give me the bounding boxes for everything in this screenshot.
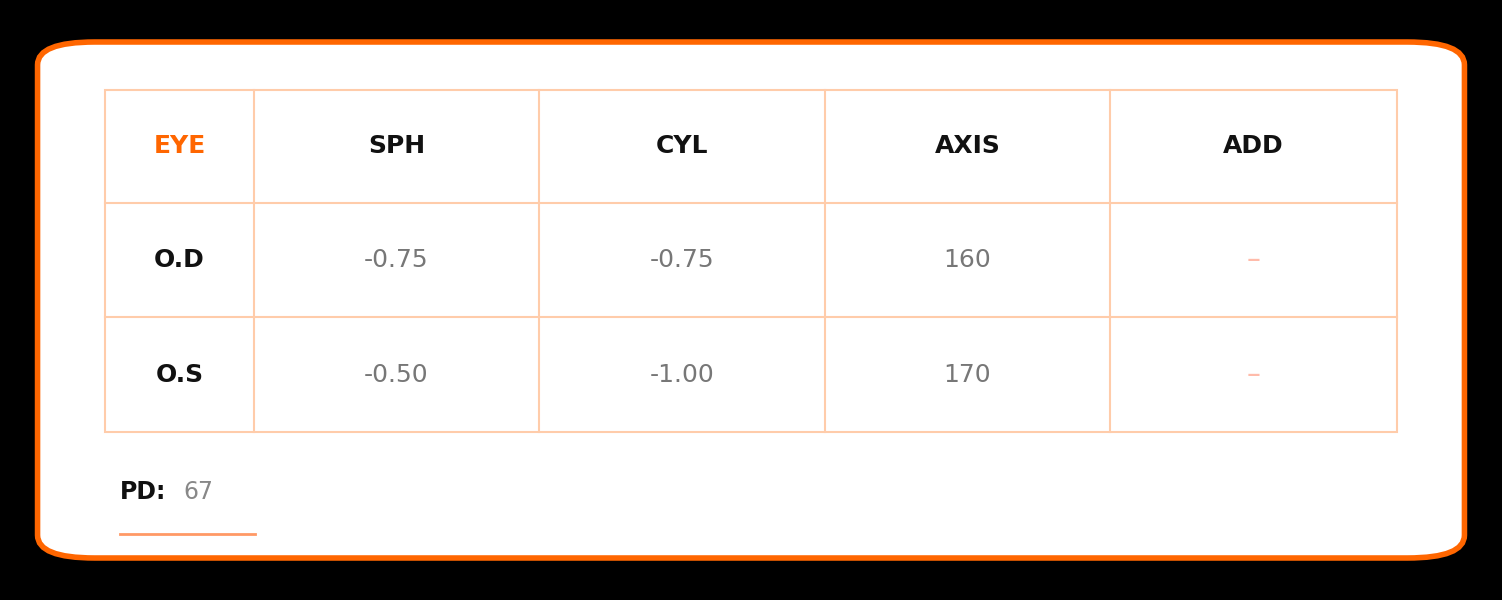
Text: -0.75: -0.75 xyxy=(649,248,715,272)
Text: 170: 170 xyxy=(943,363,991,387)
Text: 160: 160 xyxy=(943,248,991,272)
Text: O.S: O.S xyxy=(155,363,203,387)
Text: –: – xyxy=(1247,246,1260,274)
Text: ADD: ADD xyxy=(1223,134,1284,158)
FancyBboxPatch shape xyxy=(38,42,1464,558)
Text: -0.50: -0.50 xyxy=(363,363,428,387)
Text: –: – xyxy=(1247,361,1260,389)
Text: 67: 67 xyxy=(183,480,213,504)
Text: EYE: EYE xyxy=(153,134,206,158)
Text: CYL: CYL xyxy=(656,134,707,158)
Text: O.D: O.D xyxy=(155,248,204,272)
Bar xyxy=(105,90,1397,432)
Text: -1.00: -1.00 xyxy=(649,363,715,387)
Text: PD:: PD: xyxy=(120,480,167,504)
Text: AXIS: AXIS xyxy=(934,134,1000,158)
Text: -0.75: -0.75 xyxy=(363,248,428,272)
Text: SPH: SPH xyxy=(368,134,425,158)
